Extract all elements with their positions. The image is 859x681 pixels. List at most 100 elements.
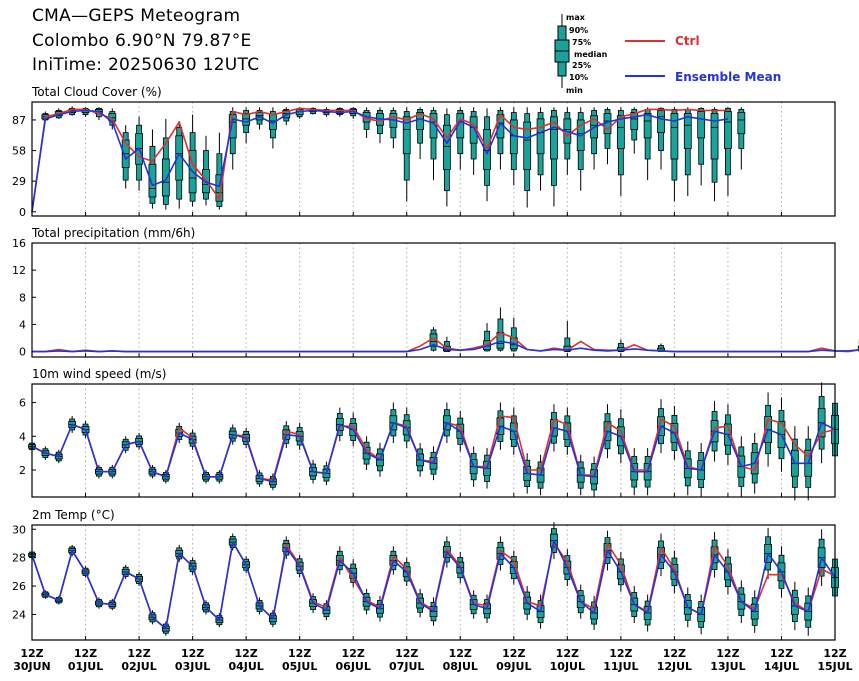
meteogram-title: CMA—GEPS Meteogram	[32, 6, 241, 26]
box-inner	[148, 163, 157, 198]
x-tick-hour: 12Z	[502, 647, 525, 660]
ensemble-boxes	[41, 106, 746, 210]
x-tick-date: 12JUL	[657, 660, 692, 673]
y-tick-label: 87	[12, 114, 26, 127]
x-tick-date: 07JUL	[389, 660, 424, 673]
box-key-label: 75%	[572, 38, 591, 47]
x-tick-hour: 12Z	[342, 647, 365, 660]
box-inner	[161, 158, 170, 197]
box-inner	[523, 121, 532, 170]
ensemble-mean-line	[31, 109, 729, 212]
x-tick-date: 14JUL	[764, 660, 799, 673]
x-tick-hour: 12Z	[395, 647, 418, 660]
box-inner	[657, 110, 665, 134]
box-inner	[242, 113, 251, 126]
x-tick-hour: 12Z	[663, 647, 686, 660]
legend-ctrl-label: Ctrl	[675, 34, 700, 48]
x-tick-hour: 12Z	[181, 647, 204, 660]
y-tick-label: 6	[19, 397, 26, 410]
location-label: Colombo 6.90°N 79.87°E	[32, 31, 252, 51]
x-tick-hour: 12Z	[20, 647, 43, 660]
y-tick-label: 2	[19, 464, 26, 477]
panel-frame	[31, 524, 836, 641]
x-tick-hour: 12Z	[716, 647, 739, 660]
y-tick-label: 30	[12, 523, 26, 536]
panel-frame	[31, 101, 836, 217]
box-inner	[670, 113, 679, 160]
x-tick-date: 08JUL	[443, 660, 478, 673]
x-tick-date: 04JUL	[228, 660, 263, 673]
y-tick-label: 16	[12, 237, 26, 250]
x-tick-hour: 12Z	[449, 647, 472, 660]
panel-frame	[31, 242, 836, 358]
x-tick-date: 01JUL	[68, 660, 103, 673]
y-tick-label: 8	[19, 291, 26, 304]
x-tick-date: 10JUL	[550, 660, 585, 673]
x-tick-date: 02JUL	[121, 660, 156, 673]
box-inner	[442, 124, 451, 170]
y-tick-label: 26	[12, 580, 26, 593]
box-inner	[630, 112, 639, 130]
x-tick-date: 15JUL	[817, 660, 852, 673]
box-key-label: min	[566, 86, 583, 95]
y-tick-label: 24	[12, 608, 26, 621]
box-key-label: 90%	[569, 26, 588, 35]
box-inner	[724, 111, 732, 149]
x-tick-hour: 12Z	[609, 647, 632, 660]
x-tick-hour: 12Z	[74, 647, 97, 660]
x-tick-date: 11JUL	[603, 660, 638, 673]
ensemble-boxes	[28, 382, 839, 501]
x-tick-hour: 12Z	[127, 647, 150, 660]
box-inner	[402, 116, 411, 155]
panel-title: 10m wind speed (m/s)	[32, 367, 166, 381]
y-tick-label: 0	[19, 346, 26, 359]
x-tick-date: 03JUL	[175, 660, 210, 673]
ctrl-line	[31, 107, 728, 212]
x-tick-date: 05JUL	[282, 660, 317, 673]
box-inner	[416, 112, 425, 130]
x-tick-hour: 12Z	[288, 647, 311, 660]
x-tick-hour: 12Z	[234, 647, 257, 660]
box-inner	[483, 129, 491, 170]
y-tick-label: 12	[12, 264, 26, 277]
ensemble-boxes	[28, 522, 839, 636]
x-tick-date: 09JUL	[496, 660, 531, 673]
box-key-label: 10%	[569, 73, 588, 82]
ensemble-mean-line	[31, 539, 836, 630]
y-tick-label: 4	[19, 318, 26, 331]
panel-frame	[31, 383, 836, 498]
box-inner	[737, 112, 746, 135]
box-inner	[429, 113, 438, 139]
box-key-label: max	[566, 13, 586, 22]
box-inner	[215, 174, 224, 202]
box-inner	[710, 113, 719, 160]
y-tick-label: 4	[19, 430, 26, 443]
ctrl-line	[32, 331, 859, 353]
box-inner	[697, 111, 706, 139]
y-tick-label: 28	[12, 552, 26, 565]
y-tick-label: 29	[12, 175, 26, 188]
y-tick-label: 58	[12, 145, 26, 158]
init-time-label: IniTime: 20250630 12UTC	[32, 55, 260, 75]
box-inner	[616, 115, 625, 149]
x-tick-hour: 12Z	[823, 647, 846, 660]
x-tick-hour: 12Z	[770, 647, 793, 660]
box-inner	[683, 113, 692, 149]
legend-mean-label: Ensemble Mean	[675, 70, 781, 84]
x-tick-date: 30JUN	[13, 660, 51, 673]
box-outer	[564, 337, 571, 352]
ensemble-mean-line	[31, 421, 836, 483]
box-key-label: median	[574, 50, 608, 59]
box-inner	[643, 113, 652, 139]
panel-title: Total Cloud Cover (%)	[31, 85, 162, 99]
box-key-label: 25%	[572, 61, 591, 70]
y-tick-label: 0	[19, 206, 26, 219]
panel-title: Total precipitation (mm/6h)	[31, 226, 195, 240]
box-inner	[536, 118, 545, 155]
box-inner	[550, 116, 558, 160]
x-tick-date: 13JUL	[710, 660, 745, 673]
x-tick-date: 06JUL	[336, 660, 371, 673]
panel-title: 2m Temp (°C)	[32, 508, 115, 522]
x-tick-hour: 12Z	[556, 647, 579, 660]
